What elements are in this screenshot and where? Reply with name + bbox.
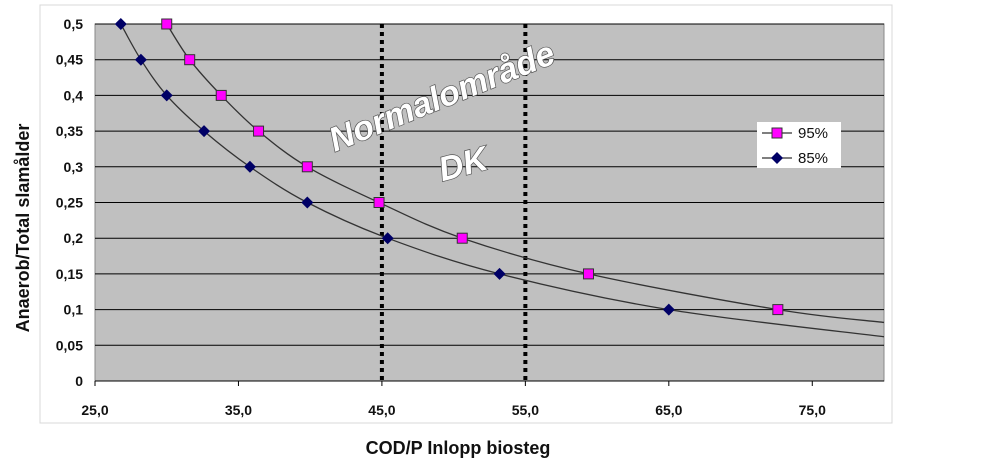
x-tick-label: 75,0 [799, 402, 826, 418]
data-point-85 [493, 267, 506, 280]
data-point-85 [114, 18, 127, 30]
x-tick-label: 25,0 [81, 402, 108, 418]
data-point-95 [184, 54, 196, 66]
data-point-85 [134, 53, 147, 66]
x-tick-label: 55,0 [512, 402, 539, 418]
data-point-95 [301, 161, 313, 173]
y-tick-label: 0 [75, 373, 83, 389]
x-axis-title: COD/P Inlopp biosteg [366, 438, 551, 458]
data-point-95 [373, 197, 385, 208]
y-tick-label: 0,1 [64, 302, 84, 318]
legend-marker-95 [771, 127, 783, 139]
x-tick-label: 45,0 [368, 402, 395, 418]
y-tick-label: 0,25 [56, 195, 83, 211]
y-tick-label: 0,45 [56, 52, 83, 68]
legend-box [757, 122, 841, 168]
data-point-95 [582, 268, 594, 280]
legend-label-85: 85% [798, 150, 828, 167]
y-tick-label: 0,15 [56, 266, 83, 282]
legend: 95% 85% [757, 122, 841, 168]
series-curve [166, 23, 885, 324]
data-point-95 [161, 18, 173, 30]
data-point-85 [662, 303, 675, 316]
data-point-95 [253, 125, 265, 137]
data-point-95 [456, 232, 468, 244]
y-tick-label: 0,35 [56, 123, 83, 139]
legend-marker-85 [771, 152, 783, 164]
x-tick-label: 35,0 [225, 402, 252, 418]
x-tick-label: 65,0 [655, 402, 682, 418]
data-point-85 [301, 196, 314, 209]
series-markers [114, 18, 784, 316]
data-point-85 [198, 125, 211, 138]
data-point-85 [160, 89, 173, 102]
legend-label-95: 95% [798, 125, 828, 142]
y-tick-label: 0,5 [64, 16, 84, 32]
x-tick-labels: 25,0 35,0 45,0 55,0 65,0 75,0 [81, 381, 826, 418]
data-point-85 [381, 232, 394, 245]
y-tick-label: 0,2 [64, 230, 84, 246]
y-tick-labels: 0 0,05 0,1 0,15 0,2 0,25 0,3 0,35 0,4 0,45 0,5 [56, 16, 83, 389]
y-axis-title: Anaerob/Total slamålder [13, 124, 33, 333]
data-point-95 [215, 89, 227, 101]
gridlines [95, 23, 884, 382]
y-tick-label: 0,05 [56, 337, 83, 353]
data-point-85 [243, 160, 256, 173]
y-tick-label: 0,3 [64, 159, 84, 175]
data-point-95 [772, 304, 784, 316]
y-tick-label: 0,4 [64, 87, 84, 103]
